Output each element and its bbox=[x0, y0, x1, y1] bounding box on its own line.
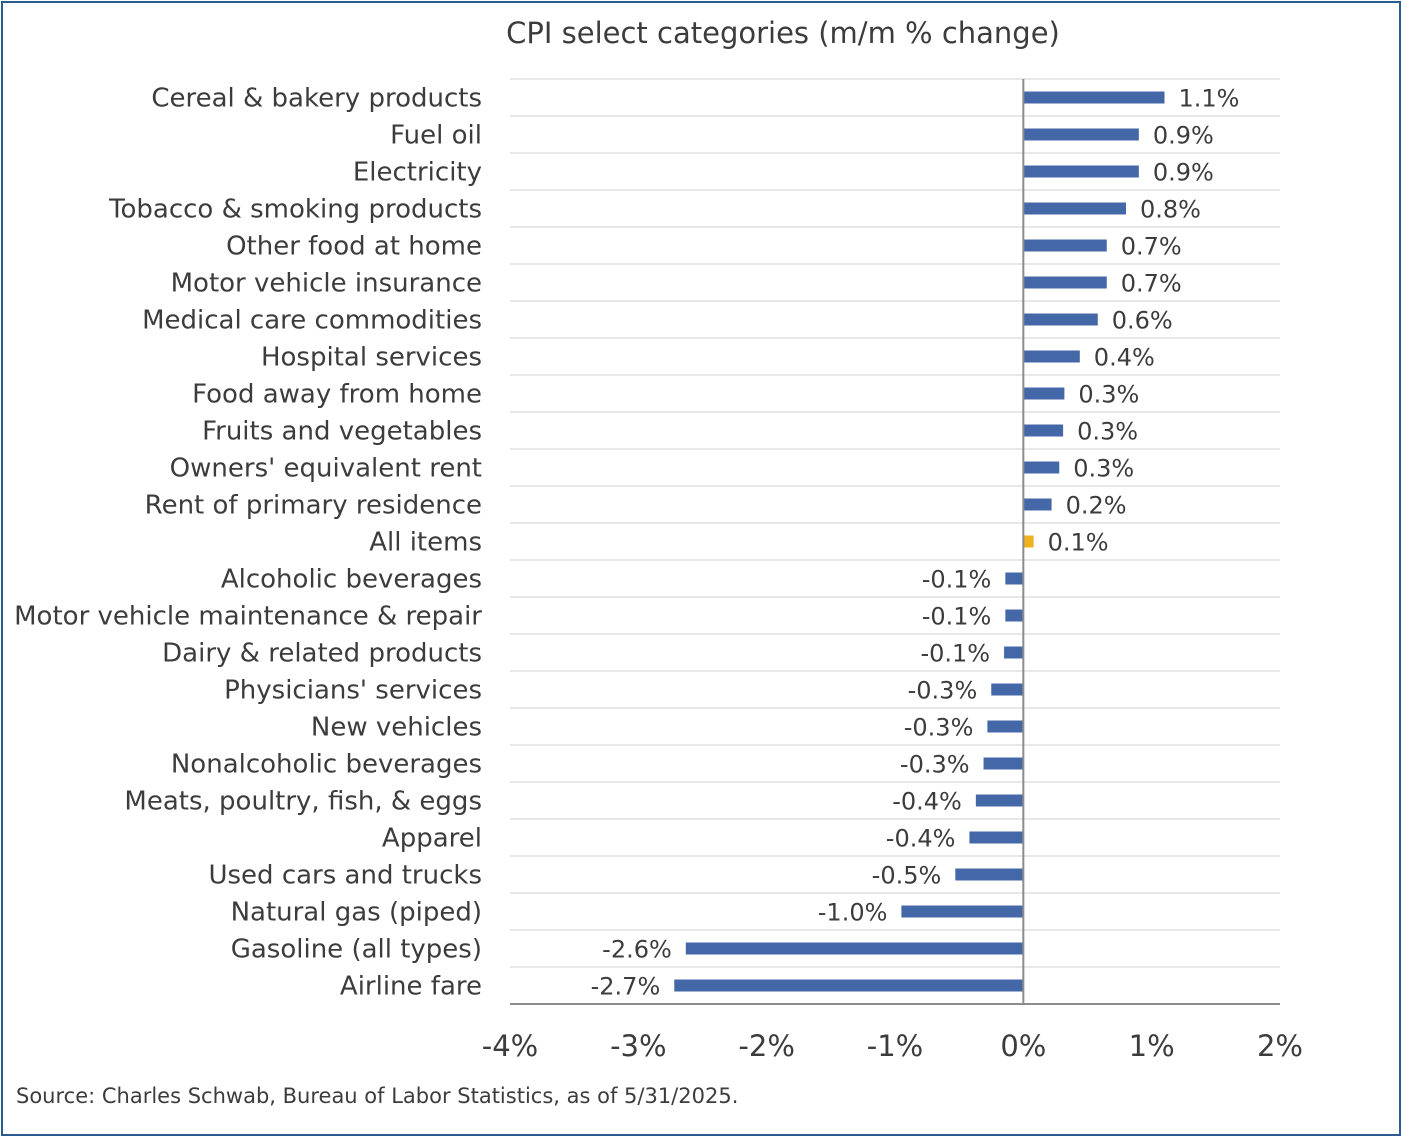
value-label: -1.0% bbox=[818, 899, 888, 927]
category-label: Rent of primary residence bbox=[145, 491, 482, 521]
bar-physicians-services bbox=[991, 683, 1024, 696]
category-label: Apparel bbox=[382, 824, 482, 854]
value-label: 0.6% bbox=[1112, 307, 1173, 335]
category-label: Alcoholic beverages bbox=[221, 565, 482, 595]
bar-owners-equivalent-rent bbox=[1023, 461, 1060, 474]
bar-hospital-services bbox=[1023, 350, 1080, 363]
category-label: Tobacco & smoking products bbox=[108, 195, 482, 225]
value-label: 0.1% bbox=[1048, 529, 1109, 557]
value-label: 0.3% bbox=[1077, 418, 1138, 446]
x-tick-label: -3% bbox=[610, 1029, 666, 1063]
grid-lines bbox=[510, 78, 1280, 968]
source-note: Source: Charles Schwab, Bureau of Labor … bbox=[16, 1084, 739, 1108]
category-label: Cereal & bakery products bbox=[151, 84, 482, 114]
value-label: 1.1% bbox=[1179, 85, 1240, 113]
bar-nonalcoholic-beverages bbox=[983, 757, 1024, 770]
bar-new-vehicles bbox=[987, 720, 1024, 733]
category-label: Used cars and trucks bbox=[208, 861, 482, 891]
x-tick-label: 1% bbox=[1129, 1029, 1175, 1063]
bar-motor-vehicle-insurance bbox=[1023, 276, 1107, 289]
category-label: Motor vehicle insurance bbox=[171, 269, 482, 299]
value-label: 0.3% bbox=[1073, 455, 1134, 483]
category-label: Physicians' services bbox=[224, 676, 482, 706]
category-label: Hospital services bbox=[261, 343, 482, 373]
category-label: Motor vehicle maintenance & repair bbox=[14, 602, 482, 632]
category-label: Owners' equivalent rent bbox=[170, 454, 482, 484]
bar-dairy-related-products bbox=[1004, 646, 1024, 659]
value-label: -0.4% bbox=[886, 825, 956, 853]
bar-used-cars-and-trucks bbox=[955, 868, 1024, 881]
value-label: 0.9% bbox=[1153, 159, 1214, 187]
category-label: Nonalcoholic beverages bbox=[171, 750, 482, 780]
value-label: 0.2% bbox=[1066, 492, 1127, 520]
category-label: All items bbox=[369, 528, 482, 558]
category-label: Electricity bbox=[353, 158, 482, 188]
category-label: Dairy & related products bbox=[162, 639, 482, 669]
bar-apparel bbox=[969, 831, 1024, 844]
value-label: -2.7% bbox=[591, 973, 661, 1001]
category-label: Medical care commodities bbox=[142, 306, 482, 336]
value-label: 0.7% bbox=[1121, 270, 1182, 298]
bar-fuel-oil bbox=[1023, 128, 1139, 141]
bar-cereal-bakery-products bbox=[1023, 91, 1165, 104]
bar-meats-poultry-fish-eggs bbox=[975, 794, 1024, 807]
bar-food-away-from-home bbox=[1023, 387, 1065, 400]
category-label: Fuel oil bbox=[390, 121, 482, 151]
value-label: -0.3% bbox=[908, 677, 978, 705]
x-tick-labels: -4% -3% -2% -1% 0% 1% 2% bbox=[482, 1029, 1303, 1063]
bar-medical-care-commodities bbox=[1023, 313, 1098, 326]
bar-gasoline-all-types bbox=[685, 942, 1024, 955]
x-tick-label: -1% bbox=[867, 1029, 923, 1063]
value-label: 0.8% bbox=[1140, 196, 1201, 224]
category-label: Airline fare bbox=[340, 972, 482, 1002]
x-tick-label: 0% bbox=[1000, 1029, 1046, 1063]
value-label: 0.9% bbox=[1153, 122, 1214, 150]
bar-airline-fare bbox=[674, 979, 1024, 992]
chart-title: CPI select categories (m/m % change) bbox=[506, 16, 1060, 50]
value-label: -0.4% bbox=[892, 788, 962, 816]
bar-fruits-and-vegetables bbox=[1023, 424, 1064, 437]
category-label: Fruits and vegetables bbox=[202, 417, 482, 447]
category-label: Other food at home bbox=[226, 232, 482, 262]
value-label: -0.3% bbox=[900, 751, 970, 779]
bar-tobacco-smoking-products bbox=[1023, 202, 1126, 215]
value-label: -0.3% bbox=[904, 714, 974, 742]
bar-all-items bbox=[1023, 535, 1034, 548]
bar-electricity bbox=[1023, 165, 1139, 178]
value-label: 0.4% bbox=[1094, 344, 1155, 372]
category-labels: Cereal & bakery products Fuel oil Electric… bbox=[14, 84, 482, 1002]
bar-rent-of-primary-residence bbox=[1023, 498, 1052, 511]
value-label: -0.1% bbox=[922, 603, 992, 631]
bar-alcoholic-beverages bbox=[1005, 572, 1024, 585]
category-label: Natural gas (piped) bbox=[231, 898, 482, 928]
category-label: Meats, poultry, fish, & eggs bbox=[124, 787, 482, 817]
category-label: Gasoline (all types) bbox=[231, 935, 482, 965]
bar-natural-gas-piped bbox=[901, 905, 1024, 918]
category-label: New vehicles bbox=[311, 713, 482, 743]
value-label: 0.7% bbox=[1121, 233, 1182, 261]
x-tick-label: -4% bbox=[482, 1029, 538, 1063]
value-label: 0.3% bbox=[1078, 381, 1139, 409]
axes bbox=[510, 79, 1280, 1005]
value-label: -2.6% bbox=[602, 936, 672, 964]
category-label: Food away from home bbox=[192, 380, 482, 410]
value-label: -0.1% bbox=[922, 566, 992, 594]
value-label: -0.5% bbox=[872, 862, 942, 890]
bars bbox=[674, 91, 1165, 992]
x-tick-label: 2% bbox=[1257, 1029, 1303, 1063]
value-labels: 1.1% 0.9% 0.9% 0.8% 0.7% 0.7% 0.6% 0.4% 0.3% 0.3%… bbox=[591, 85, 1240, 1001]
bar-other-food-at-home bbox=[1023, 239, 1107, 252]
bar-motor-vehicle-maintenance-repair bbox=[1005, 609, 1024, 622]
value-label: -0.1% bbox=[920, 640, 990, 668]
x-tick-label: -2% bbox=[738, 1029, 794, 1063]
